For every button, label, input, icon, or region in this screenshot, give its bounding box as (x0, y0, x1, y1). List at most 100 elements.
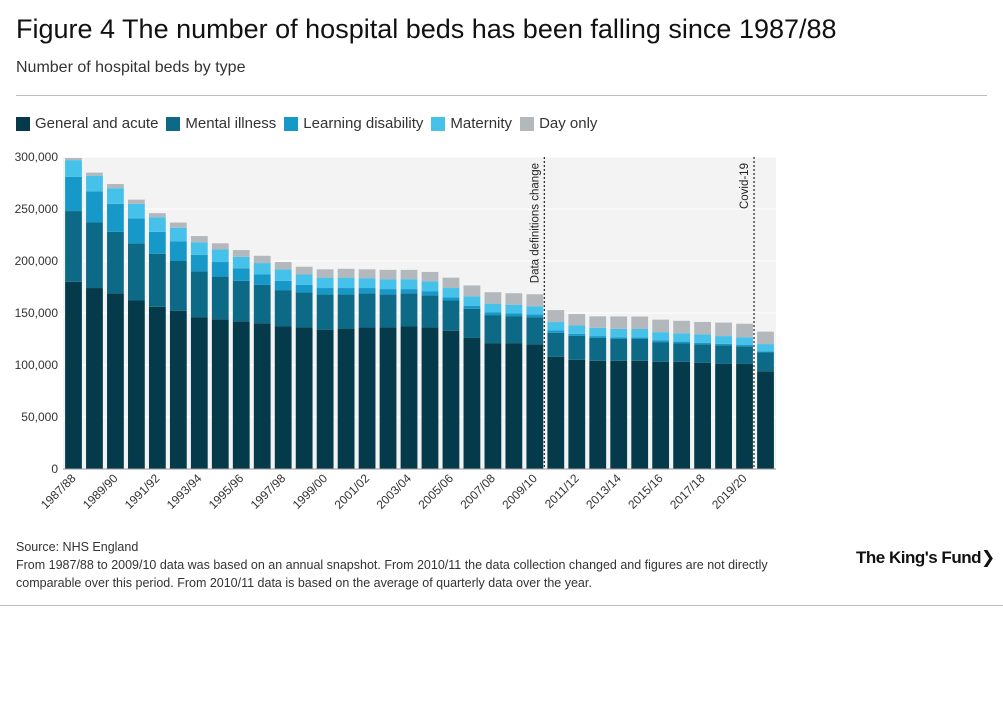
bar-segment-learning-disability (337, 288, 355, 295)
bar-segment-learning-disability (589, 336, 607, 338)
legend-item-day-only: Day only (520, 115, 597, 132)
bar-segment-maternity (610, 328, 628, 338)
bar-segment-day-only (547, 310, 565, 323)
bar-segment-maternity (169, 227, 187, 242)
y-tick-label: 0 (51, 462, 58, 476)
legend-item-mental-illness: Mental illness (166, 115, 276, 132)
bar-segment-learning-disability (211, 262, 229, 277)
bar-segment-maternity (547, 322, 565, 331)
bar-segment-mental-illness (169, 261, 187, 311)
legend-label: General and acute (35, 115, 159, 132)
bar-segment-day-only (379, 269, 397, 280)
bar-segment-learning-disability (673, 341, 691, 344)
bar-segment-mental-illness (631, 339, 649, 361)
bar-segment-general-and-acute (421, 327, 439, 469)
bar-segment-general-and-acute (358, 327, 376, 469)
bar-segment-general-and-acute (379, 327, 397, 469)
bar-segment-mental-illness (757, 352, 774, 372)
bar-segment-day-only (694, 321, 711, 335)
bar-segment-mental-illness (673, 343, 691, 362)
bar-segment-day-only (589, 316, 607, 328)
bar-segment-general-and-acute (232, 321, 250, 469)
bar-segment-learning-disability (610, 337, 628, 339)
bar-segment-learning-disability (86, 191, 103, 223)
bar-segment-mental-illness (652, 342, 670, 362)
bar-segment-mental-illness (295, 292, 313, 328)
bar-segment-learning-disability (757, 351, 774, 353)
bar-segment-learning-disability (232, 268, 250, 281)
x-tick-label: 1997/98 (248, 471, 289, 512)
bar-segment-maternity (568, 325, 586, 334)
bar-segment-mental-illness (379, 294, 397, 328)
bar-segment-general-and-acute (505, 343, 523, 469)
bar-segment-maternity (232, 256, 250, 269)
bar-segment-general-and-acute (631, 360, 649, 469)
bar-segment-day-only (128, 199, 145, 204)
bar-segment-general-and-acute (169, 310, 187, 469)
y-tick-label: 300,000 (15, 150, 59, 164)
bar-segment-day-only (400, 269, 418, 280)
bar-segment-maternity (463, 296, 481, 306)
bar-segment-learning-disability (505, 313, 523, 317)
bar-segment-maternity (757, 344, 774, 352)
bar-segment-learning-disability (295, 284, 313, 293)
bar-segment-general-and-acute (610, 360, 628, 469)
legend-item-learning-disability: Learning disability (284, 115, 423, 132)
bar-segment-learning-disability (400, 289, 418, 294)
bar-segment-maternity (736, 337, 753, 346)
bar-segment-general-and-acute (148, 306, 166, 469)
bar-segment-mental-illness (547, 332, 565, 357)
chart-subtitle: Number of hospital beds by type (16, 59, 246, 76)
bar-segment-day-only (316, 269, 334, 278)
stacked-bar-chart: 0 50,000 100,000 150,000 200,000 250,000 300,0… (15, 150, 776, 512)
bar-segment-general-and-acute (673, 361, 691, 469)
bar-segment-maternity (86, 175, 103, 192)
legend-item-general-and-acute: General and acute (16, 115, 158, 132)
methodology-note: From 1987/88 to 2009/10 data was based o… (16, 558, 768, 590)
bar-segment-day-only (442, 277, 460, 289)
source-note: Source: NHS England (16, 540, 139, 554)
bar-segment-day-only (757, 331, 774, 345)
bar-segment-general-and-acute (757, 371, 774, 469)
bar-segment-mental-illness (65, 211, 82, 282)
bar-segment-learning-disability (631, 337, 649, 339)
bar-segment-mental-illness (337, 294, 355, 329)
bar-segment-general-and-acute (107, 293, 124, 469)
bar-segment-general-and-acute (526, 344, 544, 469)
legend-label: Learning disability (303, 115, 424, 132)
bar-segment-day-only (358, 269, 376, 279)
bar-segment-general-and-acute (65, 281, 82, 469)
bar-segment-maternity (128, 203, 145, 219)
bar-segment-maternity (400, 279, 418, 290)
bar-segment-day-only (715, 322, 732, 337)
bar-segment-learning-disability (274, 280, 292, 291)
bar-segment-general-and-acute (295, 327, 313, 469)
bar-segment-day-only (673, 320, 691, 334)
x-tick-label: 2003/04 (374, 471, 415, 512)
bar-segment-learning-disability (547, 330, 565, 333)
x-tick-label: 2005/06 (415, 471, 456, 512)
bar-segment-mental-illness (484, 315, 502, 344)
bar-segment-mental-illness (148, 253, 166, 307)
x-tick-label: 2015/16 (625, 471, 666, 512)
bar-segment-learning-disability (253, 274, 271, 285)
bar-segment-mental-illness (128, 243, 145, 301)
bar-segment-day-only (232, 250, 250, 257)
bar-segment-mental-illness (274, 290, 292, 327)
bar-segment-day-only (86, 172, 103, 176)
x-tick-label: 1991/92 (122, 471, 163, 512)
kings-fund-logo[interactable]: The King's Fund❯ (856, 548, 995, 568)
bar-segment-maternity (673, 333, 691, 342)
bar-segment-learning-disability (694, 342, 711, 345)
bar-segment-maternity (358, 278, 376, 289)
bar-segment-mental-illness (190, 271, 208, 318)
legend-label: Mental illness (185, 115, 277, 132)
bar-segment-mental-illness (589, 337, 607, 361)
bar-segment-maternity (107, 188, 124, 204)
bar-segment-mental-illness (526, 317, 544, 345)
bar-segment-general-and-acute (442, 330, 460, 469)
bar-segment-learning-disability (736, 345, 753, 347)
bar-segment-mental-illness (442, 300, 460, 331)
bar-segment-mental-illness (568, 335, 586, 360)
bar-segment-maternity (253, 263, 271, 275)
